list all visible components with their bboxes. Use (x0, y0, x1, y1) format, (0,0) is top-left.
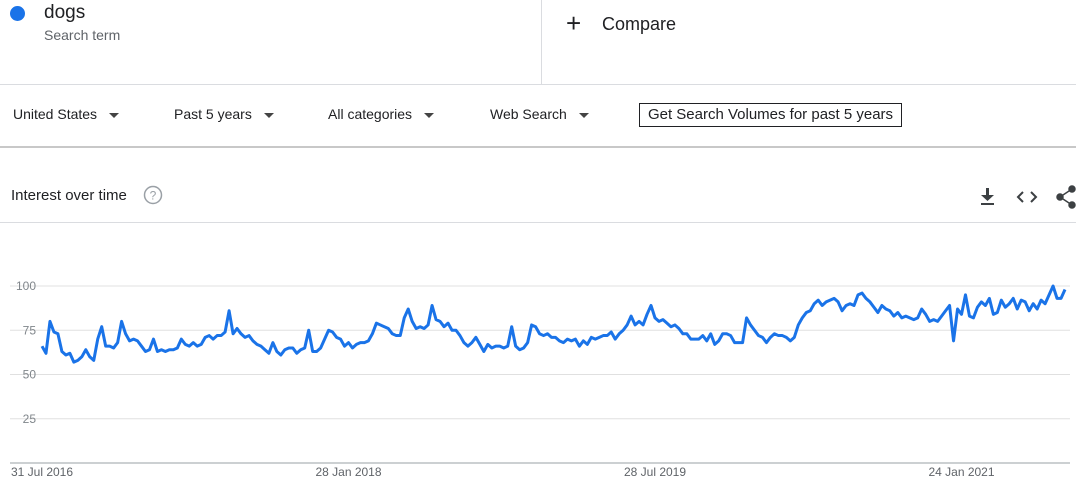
filter-label: Past 5 years (174, 106, 252, 122)
divider (0, 146, 1076, 148)
y-tick-label: 50 (23, 368, 37, 382)
x-tick-label: 24 Jan 2021 (928, 465, 994, 479)
filter-label: Web Search (490, 106, 567, 122)
filter-dropdown[interactable]: Web Search (490, 106, 589, 122)
series-line (40, 284, 1067, 364)
divider (0, 222, 1076, 223)
filter-dropdown[interactable]: Past 5 years (174, 106, 274, 122)
filter-label: United States (13, 106, 98, 122)
chart-title: Interest over time (11, 187, 127, 204)
y-tick-label: 100 (16, 279, 36, 293)
x-tick-label: 28 Jan 2018 (315, 465, 381, 479)
x-tick-label: 31 Jul 2016 (11, 465, 73, 479)
download-icon[interactable] (981, 188, 994, 205)
embed-icon[interactable] (1016, 191, 1038, 203)
y-tick-label: 75 (23, 323, 37, 337)
search-term-label: Search term (44, 27, 121, 43)
y-tick-label: 25 (23, 412, 37, 426)
filter-label: All categories (328, 106, 413, 122)
compare-plus-icon[interactable]: + (566, 8, 582, 38)
line-chart: 25 50 75 100 31 Jul 2016 28 Jan 2018 28 Jul 20… (10, 279, 1070, 479)
search-term[interactable]: dogs (44, 2, 86, 23)
chart-toolbar (981, 185, 1076, 209)
series-color-dot (10, 6, 25, 21)
filter-dropdown[interactable]: United States (13, 106, 120, 122)
x-tick-label: 28 Jul 2019 (624, 465, 686, 479)
svg-text:?: ? (150, 189, 157, 203)
search-volume-button[interactable]: Get Search Volumes for past 5 years (639, 103, 902, 127)
help-icon[interactable]: ? (143, 184, 165, 206)
divider (541, 0, 542, 84)
compare-button[interactable]: Compare (602, 14, 677, 34)
divider (0, 84, 1076, 85)
share-icon[interactable] (1056, 185, 1076, 209)
filter-dropdown[interactable]: All categories (328, 106, 435, 122)
